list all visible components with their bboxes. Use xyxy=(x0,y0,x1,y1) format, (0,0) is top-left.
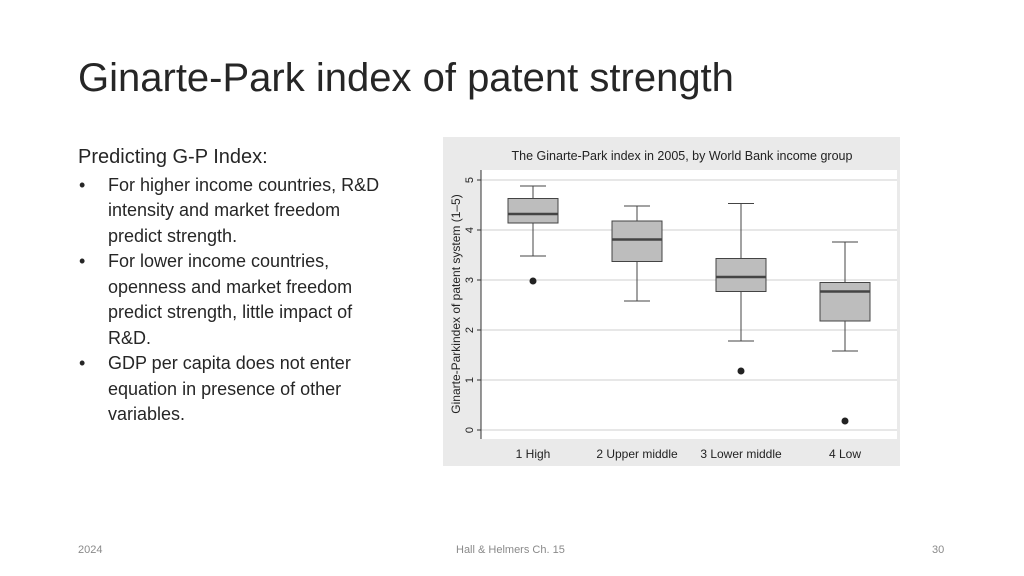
x-tick-label: 4 Low xyxy=(829,447,861,461)
box-group xyxy=(715,203,767,375)
grid-lines xyxy=(481,179,897,431)
y-tick-label: 4 xyxy=(464,227,476,233)
footer-year: 2024 xyxy=(78,544,103,556)
bullet-dot: • xyxy=(79,251,86,271)
bullet-item: • GDP per capita does not enter equation… xyxy=(78,351,398,428)
box xyxy=(611,220,663,262)
chart-panel: The Ginarte-Park index in 2005, by World… xyxy=(443,137,900,466)
text-content: Predicting G-P Index: • For higher incom… xyxy=(78,145,398,428)
y-tick-label: 3 xyxy=(464,277,476,283)
y-tick-label: 5 xyxy=(464,177,476,183)
bullet-dot: • xyxy=(79,174,86,195)
boxes xyxy=(507,185,871,425)
box-group xyxy=(611,205,663,302)
box xyxy=(715,258,767,292)
content-heading: Predicting G-P Index: xyxy=(78,146,268,168)
bullet-list: • For higher income countries, R&D inten… xyxy=(78,173,398,428)
y-tick-label: 2 xyxy=(464,327,476,333)
x-tick-label: 3 Lower middle xyxy=(700,447,782,461)
y-tick-label: 1 xyxy=(464,377,476,383)
y-axis: 0 1 2 3 4 5 xyxy=(464,170,482,439)
outlier-point xyxy=(737,367,745,375)
y-tick-label: 0 xyxy=(464,427,476,433)
bullet-text: For higher income countries, R&D intensi… xyxy=(108,174,380,246)
x-tick-label: 2 Upper middle xyxy=(596,447,678,461)
x-axis: 1 High 2 Upper middle 3 Lower middle 4 Low xyxy=(516,447,862,461)
footer-page-number: 30 xyxy=(932,544,945,556)
bullet-text: For lower income countries, openness and… xyxy=(108,251,353,348)
box xyxy=(819,282,871,322)
outlier-point xyxy=(841,417,849,425)
footer-source: Hall & Helmers Ch. 15 xyxy=(456,544,565,556)
y-axis-label: Ginarte-Parkindex of patent system (1–5) xyxy=(449,194,463,413)
box-group xyxy=(507,185,559,285)
bullet-item: • For lower income countries, openness a… xyxy=(78,249,398,351)
chart-title: The Ginarte-Park index in 2005, by World… xyxy=(512,149,853,163)
slide-title: Ginarte-Park index of patent strength xyxy=(78,56,734,100)
bullet-dot: • xyxy=(79,353,86,373)
bullet-text: GDP per capita does not enter equation i… xyxy=(108,353,351,424)
box-plot-chart: The Ginarte-Park index in 2005, by World… xyxy=(449,149,897,461)
bullet-item: • For higher income countries, R&D inten… xyxy=(78,173,398,250)
box xyxy=(507,198,559,224)
outlier-point xyxy=(529,277,537,285)
x-tick-label: 1 High xyxy=(516,447,551,461)
box-group xyxy=(819,241,871,425)
